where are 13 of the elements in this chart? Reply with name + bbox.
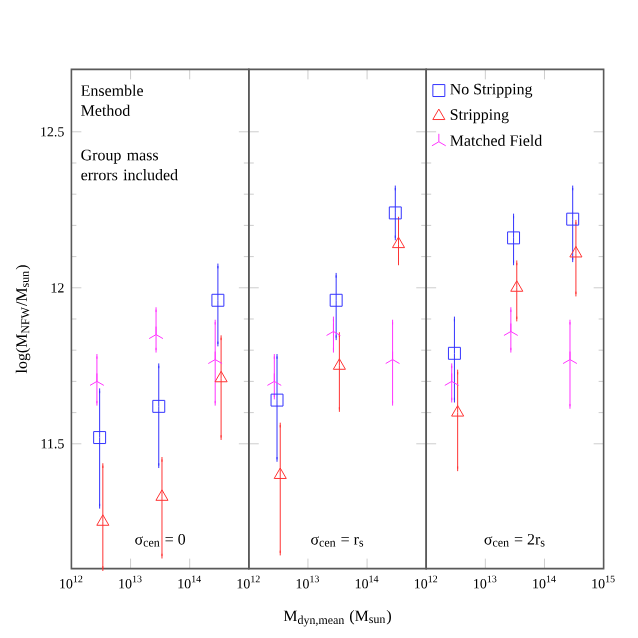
point (270, 393, 284, 407)
point (93, 431, 107, 445)
point (152, 399, 166, 413)
point (155, 489, 169, 501)
point (388, 206, 402, 220)
point (211, 293, 225, 307)
point (566, 212, 580, 226)
point (214, 370, 228, 383)
point (96, 514, 110, 526)
point (507, 231, 521, 245)
point (329, 293, 343, 307)
point (447, 346, 461, 360)
point (569, 246, 583, 258)
